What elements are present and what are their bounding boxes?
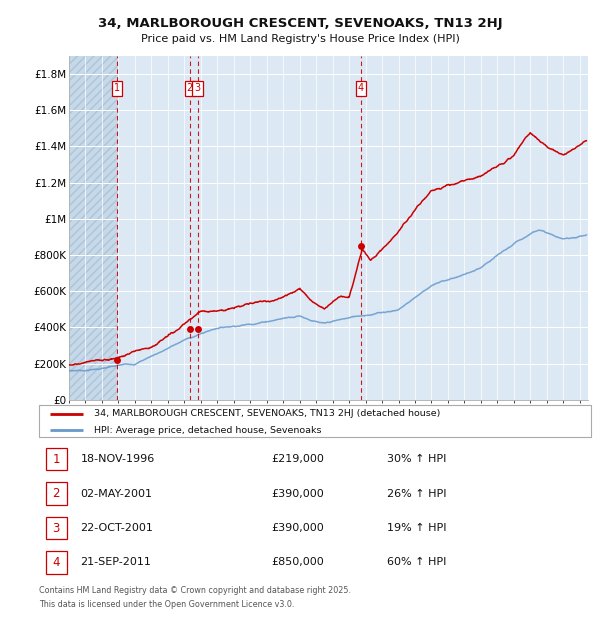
Text: £390,000: £390,000 [271, 489, 323, 498]
Text: 26% ↑ HPI: 26% ↑ HPI [387, 489, 446, 498]
Text: 21-SEP-2011: 21-SEP-2011 [80, 557, 151, 567]
FancyBboxPatch shape [39, 405, 591, 437]
Bar [69, 56, 117, 400]
Text: Contains HM Land Registry data © Crown copyright and database right 2025.: Contains HM Land Registry data © Crown c… [39, 586, 351, 595]
Text: 3: 3 [52, 521, 60, 534]
Text: 4: 4 [358, 84, 364, 94]
Text: 1: 1 [52, 453, 60, 466]
Text: This data is licensed under the Open Government Licence v3.0.: This data is licensed under the Open Gov… [39, 600, 295, 609]
Text: 19% ↑ HPI: 19% ↑ HPI [387, 523, 446, 533]
Text: HPI: Average price, detached house, Sevenoaks: HPI: Average price, detached house, Seve… [94, 425, 322, 435]
Text: 1: 1 [114, 84, 120, 94]
FancyBboxPatch shape [46, 517, 67, 539]
Text: £219,000: £219,000 [271, 454, 324, 464]
FancyBboxPatch shape [46, 448, 67, 471]
Text: Price paid vs. HM Land Registry's House Price Index (HPI): Price paid vs. HM Land Registry's House … [140, 34, 460, 44]
Text: 3: 3 [194, 84, 200, 94]
Text: 2: 2 [52, 487, 60, 500]
FancyBboxPatch shape [46, 551, 67, 574]
Text: 60% ↑ HPI: 60% ↑ HPI [387, 557, 446, 567]
Text: 34, MARLBOROUGH CRESCENT, SEVENOAKS, TN13 2HJ (detached house): 34, MARLBOROUGH CRESCENT, SEVENOAKS, TN1… [94, 409, 440, 419]
Text: 34, MARLBOROUGH CRESCENT, SEVENOAKS, TN13 2HJ: 34, MARLBOROUGH CRESCENT, SEVENOAKS, TN1… [98, 17, 502, 30]
Text: 02-MAY-2001: 02-MAY-2001 [80, 489, 152, 498]
Text: 18-NOV-1996: 18-NOV-1996 [80, 454, 155, 464]
Text: £390,000: £390,000 [271, 523, 323, 533]
Text: 4: 4 [52, 556, 60, 569]
Text: £850,000: £850,000 [271, 557, 323, 567]
FancyBboxPatch shape [46, 482, 67, 505]
Bar [69, 56, 117, 400]
Text: 2: 2 [187, 84, 193, 94]
Text: 30% ↑ HPI: 30% ↑ HPI [387, 454, 446, 464]
Text: 22-OCT-2001: 22-OCT-2001 [80, 523, 153, 533]
